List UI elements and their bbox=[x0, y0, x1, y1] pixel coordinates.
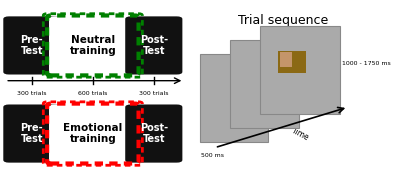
Text: Time: Time bbox=[290, 126, 311, 143]
Text: 1000 - 1750 ms: 1000 - 1750 ms bbox=[342, 61, 391, 66]
Text: 300 trials: 300 trials bbox=[139, 91, 168, 96]
FancyBboxPatch shape bbox=[49, 16, 137, 74]
FancyBboxPatch shape bbox=[125, 16, 182, 74]
FancyBboxPatch shape bbox=[260, 26, 340, 114]
FancyBboxPatch shape bbox=[125, 105, 182, 163]
Text: Emotional
training: Emotional training bbox=[63, 123, 122, 144]
Text: 600 trials: 600 trials bbox=[78, 91, 108, 96]
Text: Post-
Test: Post- Test bbox=[140, 35, 168, 56]
Text: Post-
Test: Post- Test bbox=[140, 123, 168, 144]
Text: 150 ms: 150 ms bbox=[243, 98, 266, 103]
FancyBboxPatch shape bbox=[278, 51, 306, 73]
Text: Pre-
Test: Pre- Test bbox=[20, 123, 43, 144]
FancyBboxPatch shape bbox=[49, 105, 137, 163]
FancyBboxPatch shape bbox=[200, 54, 268, 142]
Text: Neutral
training: Neutral training bbox=[70, 35, 116, 56]
FancyBboxPatch shape bbox=[3, 16, 60, 74]
Text: Trial sequence: Trial sequence bbox=[238, 14, 328, 27]
FancyBboxPatch shape bbox=[230, 40, 298, 128]
Text: 300 trials: 300 trials bbox=[17, 91, 47, 96]
Text: 500 ms: 500 ms bbox=[201, 153, 224, 158]
Text: Pre-
Test: Pre- Test bbox=[20, 35, 43, 56]
FancyBboxPatch shape bbox=[280, 52, 292, 67]
FancyBboxPatch shape bbox=[3, 105, 60, 163]
